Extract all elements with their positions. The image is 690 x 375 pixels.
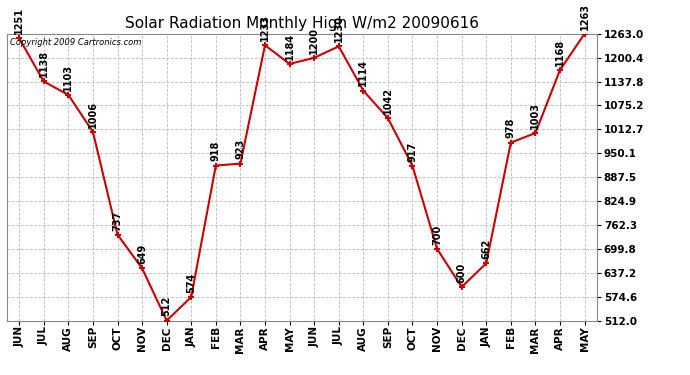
Text: 1184: 1184 — [284, 33, 295, 60]
Text: 1042: 1042 — [383, 87, 393, 114]
Text: 600: 600 — [457, 262, 466, 283]
Text: Copyright 2009 Cartronics.com: Copyright 2009 Cartronics.com — [10, 38, 141, 47]
Text: 574: 574 — [186, 273, 196, 293]
Text: 1168: 1168 — [555, 39, 565, 66]
Text: 1103: 1103 — [63, 64, 73, 91]
Text: 1230: 1230 — [334, 15, 344, 42]
Text: 649: 649 — [137, 244, 147, 264]
Text: 918: 918 — [211, 141, 221, 161]
Text: 1200: 1200 — [309, 27, 319, 54]
Text: 1114: 1114 — [358, 60, 368, 87]
Text: 923: 923 — [235, 139, 246, 159]
Text: 662: 662 — [481, 239, 491, 259]
Text: 1263: 1263 — [580, 3, 589, 30]
Text: 700: 700 — [432, 224, 442, 245]
Text: 1138: 1138 — [39, 50, 49, 77]
Text: 737: 737 — [112, 210, 123, 231]
Text: 1233: 1233 — [260, 14, 270, 41]
Text: 1003: 1003 — [531, 102, 540, 129]
Text: 978: 978 — [506, 118, 516, 138]
Text: 1251: 1251 — [14, 7, 24, 34]
Text: 512: 512 — [161, 296, 172, 316]
Text: 917: 917 — [408, 141, 417, 162]
Title: Solar Radiation Monthly High W/m2 20090616: Solar Radiation Monthly High W/m2 200906… — [125, 16, 479, 31]
Text: 1006: 1006 — [88, 101, 98, 128]
